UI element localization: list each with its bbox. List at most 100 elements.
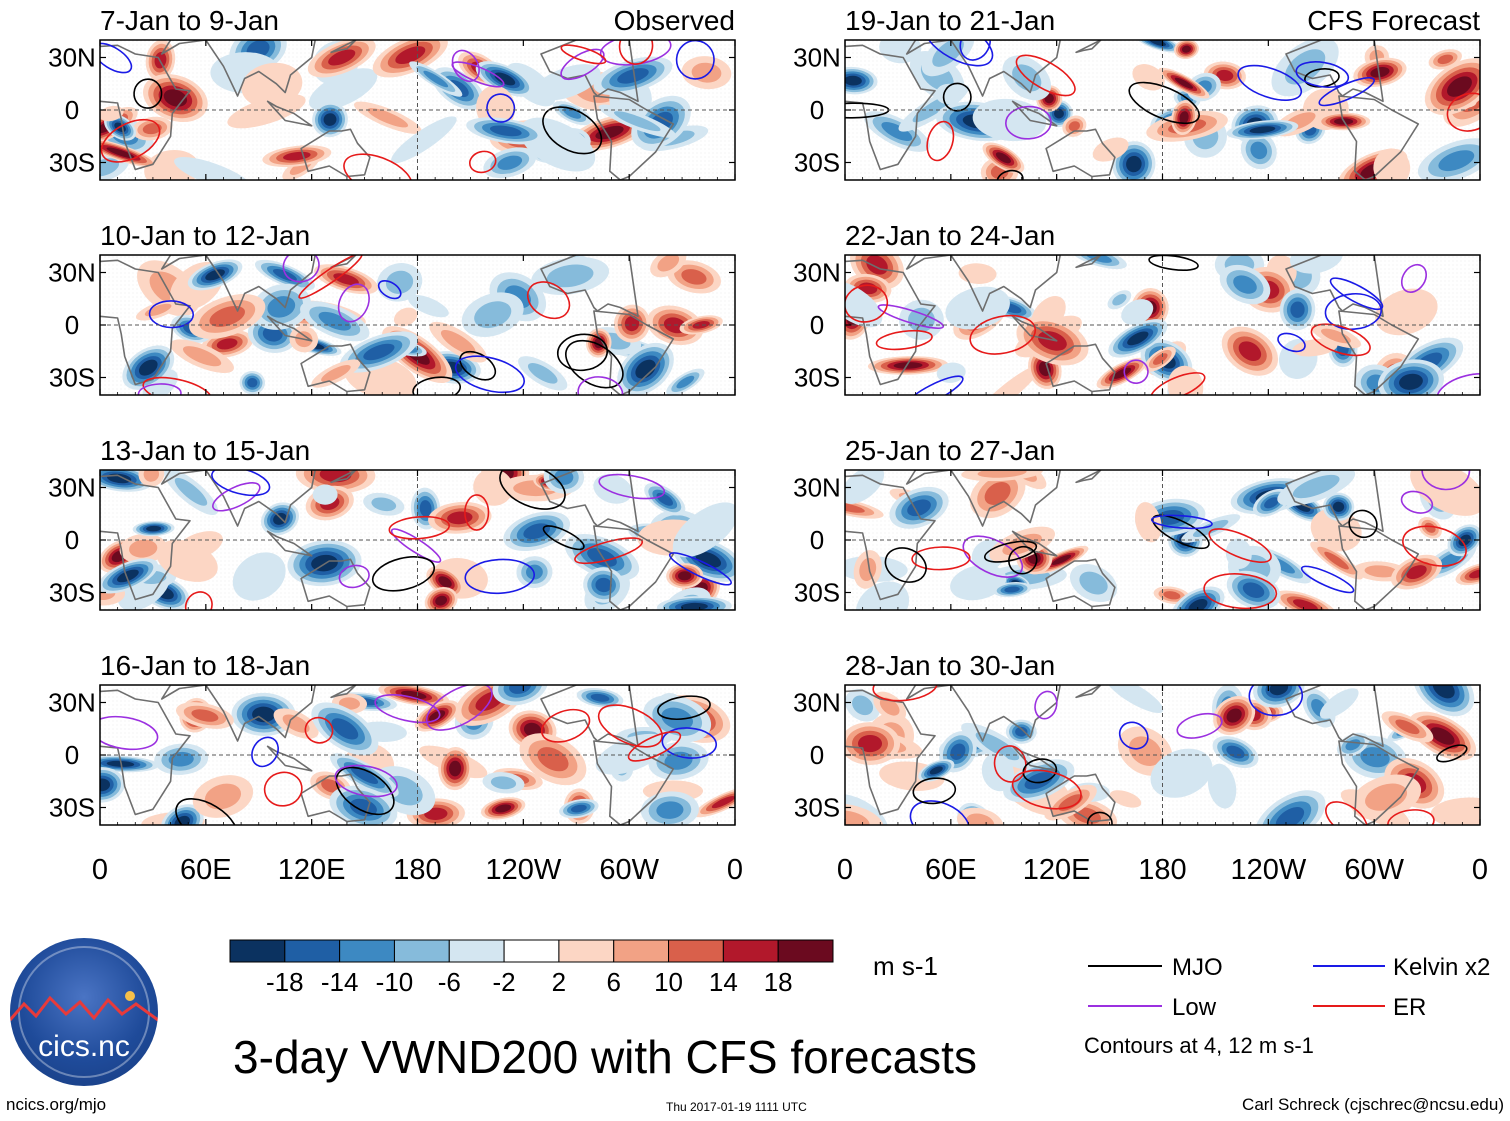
wave-contour: [909, 800, 971, 825]
continent-outline: [845, 44, 936, 171]
vwnd-anomaly: [262, 326, 283, 342]
continent-outline: [1285, 685, 1384, 748]
continent-outline: [160, 470, 317, 527]
map-layers: [100, 255, 723, 395]
wave-contour: [1387, 809, 1435, 825]
vwnd-anomaly: [1051, 554, 1072, 565]
vwnd-anomaly: [247, 378, 258, 388]
vwnd-anomaly: [570, 804, 587, 813]
wave-contour: [1310, 323, 1371, 357]
wave-contour: [343, 153, 413, 180]
wave-contour: [1436, 373, 1480, 395]
vwnd-anomaly: [852, 695, 874, 716]
wave-contour: [560, 48, 605, 81]
vwnd-anomaly: [1360, 747, 1390, 768]
vwnd-anomaly: [1275, 807, 1305, 825]
wave-contour: [298, 255, 363, 299]
continent-outline: [160, 685, 317, 742]
continent-outline: [330, 685, 357, 699]
wave-contour: [137, 383, 182, 395]
vwnd-anomaly: [680, 602, 708, 610]
column-header: CFS Forecast: [1307, 5, 1480, 36]
continent-outline: [1285, 40, 1384, 103]
panel-period-label: 22-Jan to 24-Jan: [845, 220, 1055, 251]
wave-contour: [1436, 744, 1468, 763]
wave-contour: [560, 44, 607, 65]
wave-contour: [184, 591, 213, 610]
wave-contour: [1118, 721, 1149, 750]
vwnd-anomaly: [129, 539, 158, 558]
y-tick-label: 0: [810, 740, 824, 770]
continent-outline: [100, 44, 191, 171]
vwnd-anomaly: [1370, 66, 1390, 78]
continent-outline: [905, 685, 1061, 742]
vwnd-anomaly: [1250, 141, 1268, 160]
chart-title: 3-day VWND200 with CFS forecasts: [233, 1031, 977, 1083]
vwnd-anomaly: [855, 581, 910, 610]
vwnd-anomaly: [1079, 571, 1108, 595]
vwnd-anomaly: [1225, 538, 1252, 569]
vwnd-anomaly: [958, 263, 997, 284]
colorbar-swatch: [558, 939, 615, 963]
vwnd-anomaly: [321, 365, 351, 383]
y-tick-label: 30N: [48, 688, 96, 718]
wave-contour: [1277, 332, 1306, 353]
colorbar-label: 14: [709, 967, 738, 997]
map-layers: [845, 685, 1480, 825]
legend-contour-note: Contours at 4, 12 m s-1: [1084, 1033, 1314, 1058]
continent-outline: [1045, 128, 1116, 178]
vwnd-anomaly: [845, 810, 870, 825]
map-panel: 30N 0 30S 7-Jan to 9-Jan Observed: [48, 5, 736, 181]
y-tick-label: 30S: [49, 363, 95, 393]
vwnd-anomaly: [1167, 365, 1204, 395]
y-tick-label: 30N: [48, 43, 96, 73]
vwnd-anomaly: [100, 158, 120, 177]
continent-outline: [540, 40, 639, 103]
vwnd-anomaly: [1207, 763, 1237, 809]
vwnd-anomaly: [845, 280, 883, 328]
wave-contour: [542, 106, 603, 155]
colorbar-swatch: [613, 939, 670, 963]
y-tick-label: 0: [810, 95, 824, 125]
wave-contour: [1295, 61, 1350, 89]
vwnd-anomaly: [1038, 361, 1051, 377]
vwnd-anomaly: [363, 343, 395, 361]
vwnd-anomaly: [350, 766, 379, 785]
x-tick-label: 0: [727, 854, 743, 886]
vwnd-anomaly: [523, 722, 542, 737]
vwnd-anomaly: [1364, 565, 1398, 578]
vwnd-anomaly: [1436, 552, 1462, 570]
map-layers: [845, 40, 1480, 180]
wave-contour: [1446, 92, 1480, 132]
vwnd-anomaly: [423, 70, 449, 88]
footer-link[interactable]: ncics.org/mjo: [6, 1095, 107, 1114]
vwnd-anomaly: [590, 693, 610, 702]
vwnd-anomaly: [1438, 150, 1475, 172]
vwnd-anomaly: [267, 296, 296, 318]
vwnd-anomaly: [323, 113, 337, 126]
vwnd-anomaly: [624, 316, 640, 332]
vwnd-anomaly: [563, 107, 582, 119]
panel-grid: 30N 0 30S 7-Jan to 9-Jan Observed 30N 0 30S 10-J…: [48, 5, 1488, 886]
wave-contour: [412, 376, 462, 395]
vwnd-anomaly: [692, 321, 710, 329]
vwnd-anomaly: [1135, 502, 1162, 543]
wave-contour: [334, 764, 398, 798]
vwnd-anomaly: [205, 269, 225, 281]
wave-contour: [904, 375, 964, 395]
wave-contour: [133, 78, 163, 109]
vwnd-anomaly: [473, 470, 513, 506]
vwnd-anomaly: [1163, 591, 1181, 600]
legend-label-kelvin: Kelvin x2: [1393, 954, 1490, 981]
y-tick-label: 30S: [794, 578, 840, 608]
vwnd-anomaly: [489, 125, 522, 137]
y-tick-label: 30S: [49, 793, 95, 823]
wave-contour: [1248, 685, 1304, 717]
vwnd-anomaly: [613, 111, 661, 132]
colorbar-label: -10: [376, 967, 414, 997]
vwnd-anomaly: [1430, 727, 1455, 745]
footer-credit: Carl Schreck (cjschrec@ncsu.edu): [1242, 1095, 1504, 1114]
continent-outline: [540, 470, 639, 533]
continent-outline: [300, 343, 371, 393]
logo-mountains-icon: [10, 991, 158, 1022]
